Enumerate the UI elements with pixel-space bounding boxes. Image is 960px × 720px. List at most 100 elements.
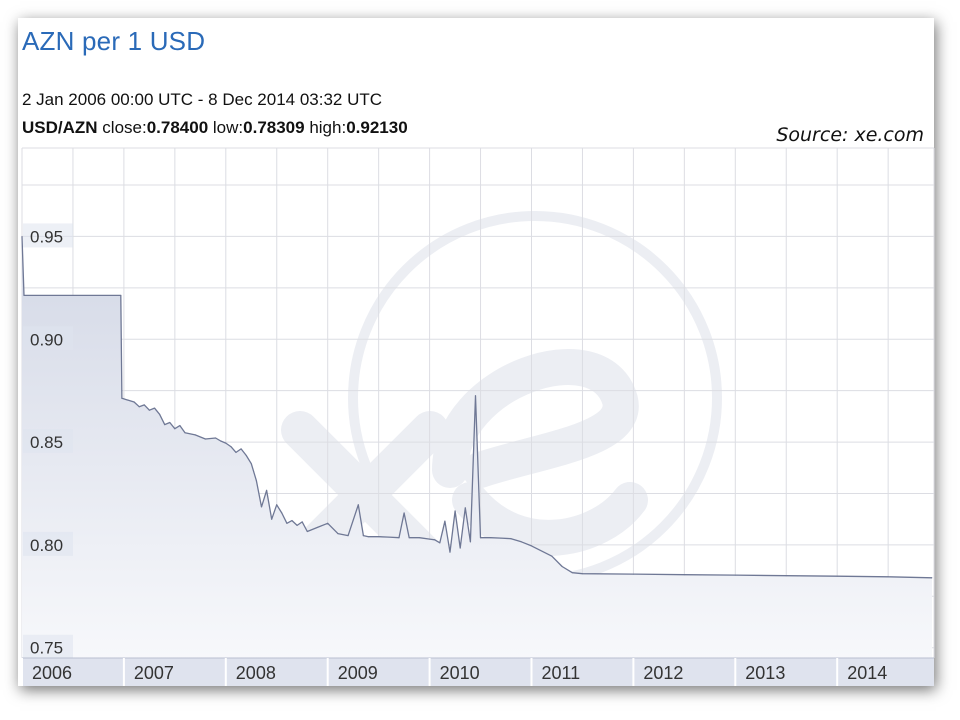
data-point — [398, 537, 400, 539]
data-point — [204, 438, 207, 440]
data-point — [133, 401, 135, 403]
data-point — [931, 577, 933, 579]
data-point — [194, 434, 196, 436]
data-point — [245, 454, 247, 457]
data-point — [337, 532, 339, 535]
data-point — [581, 573, 584, 575]
data-point — [291, 520, 293, 522]
high-label: high: — [309, 118, 347, 137]
data-point — [403, 512, 405, 514]
watermark-e — [432, 349, 648, 556]
low-label: low: — [212, 118, 244, 137]
data-point — [530, 545, 533, 547]
data-point — [215, 437, 217, 439]
chart-title: AZN per 1 USD — [22, 26, 206, 56]
data-point — [362, 535, 364, 537]
data-point — [169, 421, 171, 424]
x-tick-label: 2014 — [847, 663, 887, 683]
data-point — [479, 537, 482, 539]
data-point — [571, 572, 573, 574]
close-label: close: — [102, 118, 147, 137]
data-point — [240, 448, 242, 450]
data-point — [286, 522, 288, 524]
y-tick-band — [23, 326, 73, 351]
data-point — [439, 542, 441, 544]
data-point — [444, 520, 446, 522]
data-point — [464, 507, 466, 509]
x-tick-label: 2013 — [745, 663, 785, 683]
data-point — [220, 440, 222, 442]
data-point — [510, 538, 512, 540]
data-point — [683, 574, 685, 576]
data-point — [408, 537, 410, 539]
x-tick-label: 2007 — [134, 663, 174, 683]
y-tick-label: 0.90 — [30, 330, 63, 349]
data-point — [632, 573, 634, 575]
data-point — [500, 537, 502, 539]
data-point — [887, 576, 889, 578]
data-point — [469, 541, 471, 543]
data-point — [836, 575, 838, 577]
data-point — [347, 535, 349, 537]
data-point — [250, 463, 252, 465]
data-point — [434, 539, 436, 541]
data-point — [148, 409, 150, 411]
rate-stats: USD/AZN close:0.78400 low:0.78309 high:0… — [22, 118, 408, 138]
data-point — [561, 565, 563, 568]
data-point — [357, 504, 359, 506]
data-point — [158, 413, 161, 415]
x-tick-label: 2006 — [32, 663, 72, 683]
data-point — [454, 510, 456, 512]
y-tick-band — [23, 634, 73, 659]
data-point — [184, 432, 186, 434]
y-tick-label: 0.80 — [30, 536, 63, 555]
y-tick-band — [23, 429, 73, 454]
y-tick-label: 0.75 — [30, 639, 63, 658]
source-credit: Source: xe.com — [776, 124, 924, 146]
data-point — [474, 395, 477, 397]
data-point — [301, 521, 303, 523]
data-point — [164, 423, 166, 426]
data-point — [143, 404, 145, 406]
data-point — [235, 451, 237, 453]
area-series — [21, 235, 933, 658]
y-tick-label: 0.85 — [30, 433, 63, 452]
data-point — [121, 397, 123, 399]
data-point — [276, 504, 278, 506]
currency-pair: USD/AZN — [22, 118, 98, 137]
data-point — [459, 547, 461, 549]
data-point — [367, 536, 370, 538]
data-point — [120, 294, 122, 297]
y-tick-band — [23, 223, 73, 248]
x-tick-label: 2010 — [440, 663, 480, 683]
data-point — [418, 537, 421, 539]
date-range: 2 Jan 2006 00:00 UTC - 8 Dec 2014 03:32 … — [22, 90, 383, 109]
data-point — [255, 480, 257, 482]
data-point — [734, 574, 736, 576]
data-point — [551, 555, 553, 557]
y-tick-band — [23, 531, 73, 556]
data-point — [388, 536, 390, 538]
data-point — [271, 518, 273, 520]
y-tick-label: 0.95 — [30, 227, 63, 246]
data-point — [428, 538, 431, 540]
x-tick-label: 2011 — [541, 663, 580, 683]
data-point — [225, 442, 227, 444]
data-point — [179, 425, 181, 427]
x-tick-label: 2012 — [643, 663, 683, 683]
data-point — [281, 512, 283, 514]
data-point — [265, 489, 268, 491]
axes: 0.75 0.80 0.85 0.90 0.95 2006 2007 2008 2009 2010… — [21, 223, 934, 686]
x-tick-label: 2009 — [338, 663, 378, 683]
close-value: 0.78400 — [146, 118, 209, 137]
data-point — [449, 551, 451, 553]
data-point — [316, 526, 319, 529]
low-value: 0.78309 — [243, 118, 305, 137]
data-point — [23, 294, 25, 297]
data-point — [153, 407, 156, 409]
data-point — [260, 506, 263, 508]
data-point — [378, 536, 380, 538]
data-point — [490, 537, 492, 539]
data-point — [138, 406, 140, 408]
